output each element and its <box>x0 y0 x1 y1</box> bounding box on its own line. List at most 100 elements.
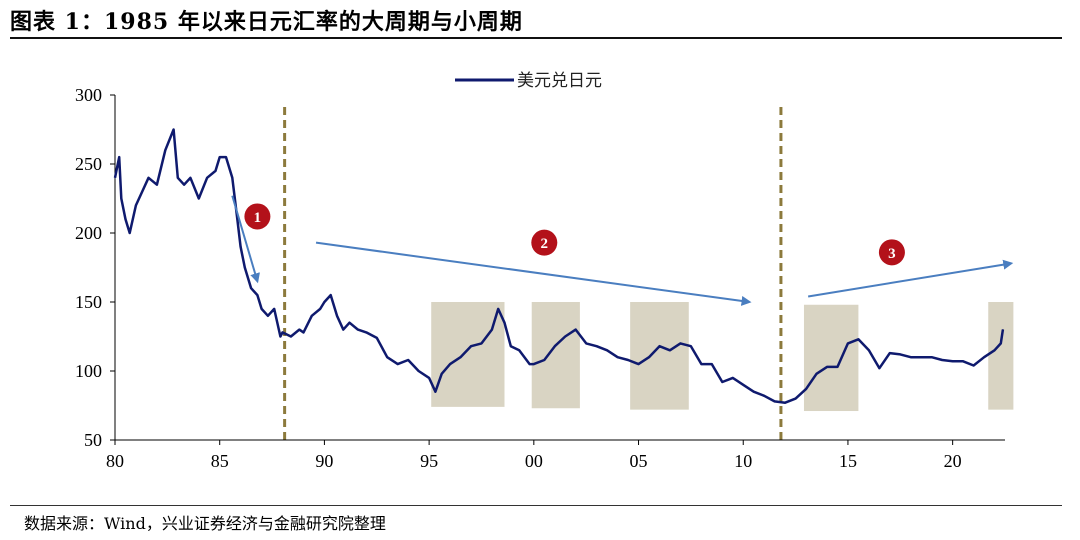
series-point <box>518 349 520 351</box>
series-point <box>596 345 598 347</box>
source-rule <box>10 505 1062 506</box>
series-point <box>711 363 713 365</box>
series-point <box>124 218 127 220</box>
series-point <box>836 366 839 368</box>
series-point <box>141 191 143 193</box>
series-point <box>183 184 185 186</box>
trend-arrow-2 <box>315 241 752 306</box>
series-point <box>920 356 922 358</box>
series-point <box>365 331 367 333</box>
series-point <box>721 381 723 383</box>
series-point <box>1000 342 1002 344</box>
series-point <box>428 377 430 379</box>
cycle-badge-1 <box>244 203 271 230</box>
series-point <box>616 356 619 358</box>
series-point <box>244 266 246 269</box>
series-point <box>732 377 734 379</box>
series-point <box>386 356 388 358</box>
series-point <box>198 197 200 200</box>
series-point <box>290 335 292 338</box>
series-point <box>952 360 954 362</box>
series-point <box>348 322 351 324</box>
series-point <box>336 315 338 317</box>
series-point <box>189 177 191 179</box>
legend: 美元兑日元 <box>455 71 602 91</box>
series-point <box>231 177 233 179</box>
shade-period-2 <box>531 302 580 409</box>
series-point <box>449 363 451 365</box>
y-tick-label: 200 <box>75 223 102 243</box>
series-point <box>554 345 556 347</box>
y-tick-label: 100 <box>75 361 102 381</box>
series-point <box>459 356 462 358</box>
series-point <box>529 363 531 365</box>
series-point <box>357 329 359 331</box>
series-point <box>962 360 964 362</box>
series-point <box>480 342 483 344</box>
exchange-rate-chart: 50 100 150 200 250 300 80 85 90 95 00 05 10 15 20 1 2 3… <box>75 71 1014 471</box>
series-point <box>972 364 975 367</box>
series-point <box>805 388 807 390</box>
series-point <box>323 301 326 303</box>
x-tick-label: 80 <box>106 451 124 471</box>
cycle-badge-label-3: 3 <box>888 246 896 262</box>
x-tick-label: 20 <box>944 451 962 471</box>
cycle-badges: 1 2 3 <box>244 203 905 266</box>
series-point <box>219 156 221 158</box>
series-point <box>648 356 650 358</box>
series-point <box>156 184 158 186</box>
series-point <box>669 349 671 351</box>
series-point <box>533 363 535 365</box>
series-point <box>281 331 284 333</box>
x-tick-label: 95 <box>420 451 438 471</box>
series-point <box>342 329 344 331</box>
y-tick-label: 150 <box>75 292 102 312</box>
series-point <box>118 156 120 158</box>
series-point <box>260 308 263 310</box>
series-point <box>177 177 179 179</box>
series-lines <box>113 128 1005 404</box>
series-point <box>941 359 943 361</box>
cycle-badge-3 <box>878 239 905 266</box>
series-point <box>441 373 443 375</box>
series-point <box>206 177 208 179</box>
series-point <box>857 338 860 340</box>
series-point <box>742 384 744 386</box>
trend-arrow-3 <box>807 259 1014 298</box>
series-point <box>868 349 870 351</box>
y-axis-ticks: 50 100 150 200 250 300 <box>75 85 115 450</box>
shade-period-3 <box>630 302 689 410</box>
series-point <box>763 395 765 397</box>
series-point <box>164 149 166 151</box>
legend-label: 美元兑日元 <box>517 71 602 91</box>
big-cycle-dividers <box>283 107 783 440</box>
trend-arrows <box>231 195 1014 306</box>
series-point <box>815 373 818 375</box>
series-point <box>214 170 217 172</box>
series-point <box>931 356 933 358</box>
series-point <box>279 335 282 338</box>
series-point <box>397 363 399 365</box>
series-point <box>147 177 150 179</box>
shade-period-1 <box>431 302 505 407</box>
shade-period-4 <box>803 304 859 412</box>
series-point <box>993 349 996 351</box>
series-point <box>376 337 378 339</box>
series-point <box>298 329 300 331</box>
x-tick-label: 05 <box>630 451 648 471</box>
series-point <box>510 345 512 347</box>
cycle-badge-label-1: 1 <box>254 210 262 226</box>
series-point <box>774 400 776 402</box>
series-point <box>826 366 828 368</box>
series-point <box>173 128 175 131</box>
series-point <box>753 391 755 393</box>
series-point <box>267 315 269 317</box>
series-point <box>407 359 409 361</box>
series-point <box>700 363 702 365</box>
x-tick-label: 15 <box>839 451 857 471</box>
series-point <box>543 359 545 361</box>
y-tick-label: 250 <box>75 154 102 174</box>
series-point <box>564 335 566 338</box>
series-point <box>503 322 506 324</box>
series-point <box>575 329 577 331</box>
